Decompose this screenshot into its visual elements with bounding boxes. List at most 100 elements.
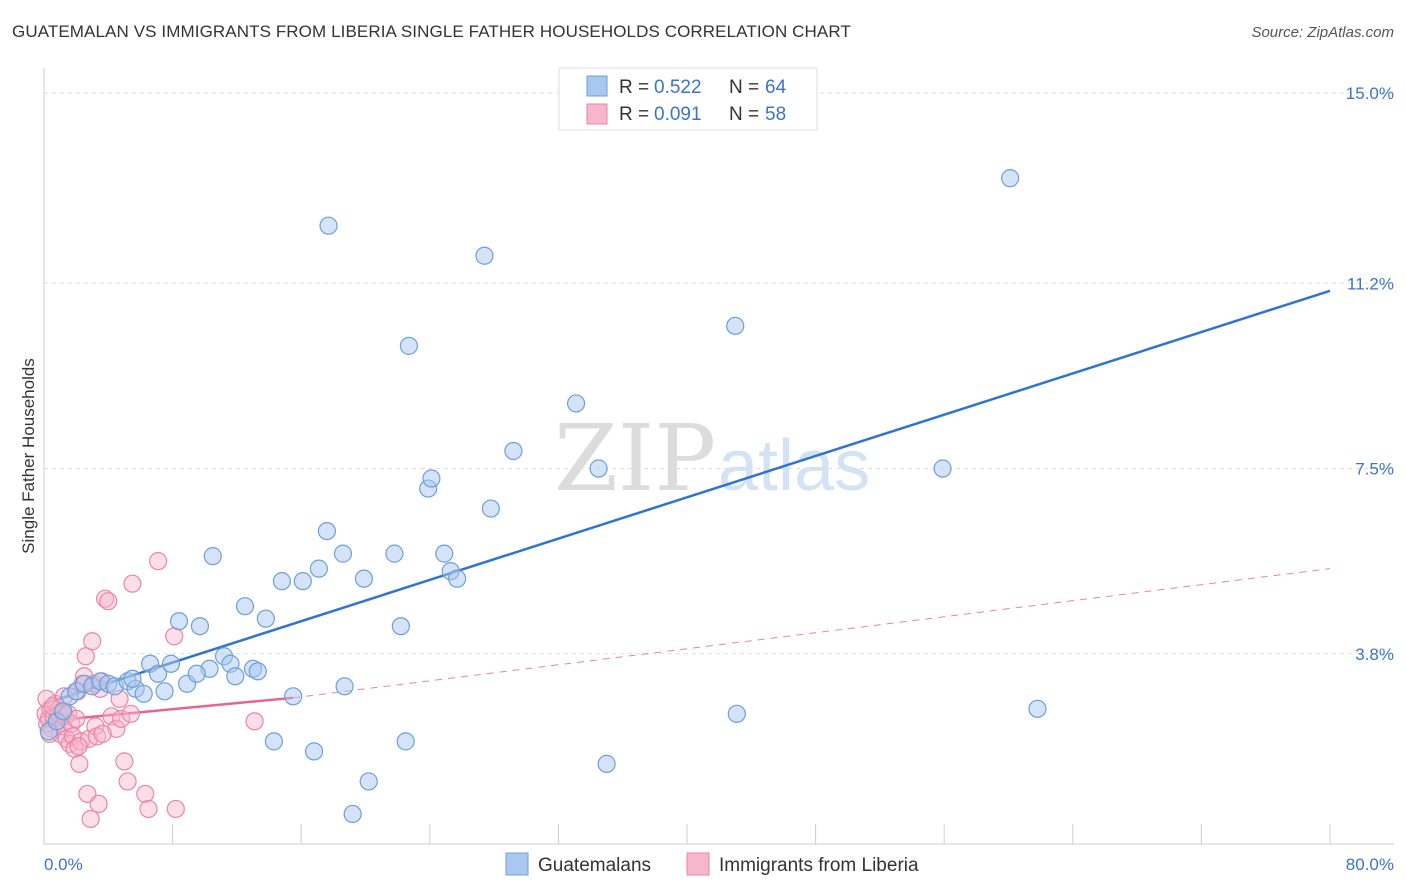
data-point-guatemalans [235,597,255,616]
source-label: Source: ZipAtlas.com [1251,24,1394,41]
data-point-guatemalans [448,569,467,588]
x-tick-max: 80.0% [1346,855,1394,874]
chart-title: GUATEMALAN VS IMMIGRANTS FROM LIBERIA SI… [12,22,851,41]
data-point-guatemalans [248,662,267,681]
data-point-guatemalans [727,704,746,723]
data-point-guatemalans [169,612,189,631]
data-point-liberia [112,709,131,728]
data-point-guatemalans [272,572,292,591]
bottom-legend-liberia: Immigrants from Liberia [719,855,919,876]
data-point-liberia [166,799,185,819]
data-point-guatemalans [256,609,275,628]
legend-swatch-liberia [586,103,608,125]
legend-n-label-2: N = [729,104,759,125]
data-point-liberia [139,799,158,819]
data-point-guatemalans [123,669,142,688]
data-point-guatemalans [187,664,206,683]
data-point-guatemalans [203,547,222,566]
x-axis-ticks [172,824,1331,844]
bottom-legend-swatch-liberia [686,852,710,876]
data-point-liberia [121,704,140,723]
data-point-guatemalans [293,572,312,591]
data-point-liberia [89,794,108,814]
data-point-liberia [70,754,89,773]
legend-r-value-2: 0.091 [654,104,702,125]
data-point-guatemalans [333,544,353,563]
data-point-guatemalans [933,459,952,478]
data-point-guatemalans [1028,699,1047,718]
data-point-liberia [81,809,100,829]
legend-n-value-2: 58 [765,104,786,125]
data-point-liberia [123,574,142,593]
data-point-liberia [149,552,168,571]
legend-r-label-1: R = [619,77,649,98]
data-point-liberia [136,784,155,804]
series-guatemalans-points [39,169,1047,824]
data-point-guatemalans [161,654,181,673]
data-point-liberia [69,737,88,756]
data-point-guatemalans [1001,169,1020,188]
bottom-legend-guatemalans: Guatemalans [538,855,651,876]
data-point-guatemalans [385,544,404,563]
gridlines [44,92,1394,655]
y-tick-label: 7.5% [1355,460,1394,479]
data-point-guatemalans [597,754,616,773]
data-point-guatemalans [134,684,153,703]
data-point-guatemalans [391,617,410,636]
y-tick-label: 15.0% [1346,84,1394,103]
watermark-zip: ZIP [554,405,716,512]
data-point-guatemalans [481,499,500,518]
data-point-liberia [83,632,102,651]
data-point-guatemalans [726,316,745,335]
data-point-guatemalans [359,772,378,791]
data-point-guatemalans [343,804,362,824]
legend: R = 0.522 N = 64 R = 0.091 N = 58 [558,67,818,131]
data-point-guatemalans [284,687,303,706]
data-point-liberia [99,592,118,611]
data-point-liberia [118,772,137,791]
data-point-guatemalans [504,441,523,461]
bottom-legend: Guatemalans Immigrants from Liberia [505,852,919,876]
trend-line-guatemalans [43,289,1331,706]
legend-r-value-1: 0.522 [654,77,702,98]
data-point-guatemalans [566,394,586,413]
data-point-guatemalans [309,559,328,578]
x-tick-min: 0.0% [44,855,83,874]
legend-n-value-1: 64 [765,77,787,98]
data-point-guatemalans [396,732,415,751]
watermark-atlas: atlas [718,426,870,506]
legend-swatch-guatemalans [586,75,608,97]
data-point-guatemalans [226,667,245,686]
bottom-legend-swatch-guatemalans [505,852,529,876]
legend-n-label-1: N = [729,77,759,98]
data-point-guatemalans [335,677,354,696]
data-point-guatemalans [435,544,454,563]
data-point-guatemalans [304,742,324,761]
data-point-liberia [165,627,184,646]
data-point-guatemalans [264,732,283,751]
data-point-liberia [76,647,95,666]
legend-r-label-2: R = [619,104,649,125]
data-point-guatemalans [422,469,441,488]
data-point-liberia [95,589,115,608]
data-point-liberia [245,712,264,731]
trend-line-liberia [43,696,294,723]
data-point-guatemalans [149,664,168,683]
data-point-liberia [37,689,56,708]
data-point-guatemalans [317,521,337,541]
y-tick-label: 11.2% [1347,274,1394,293]
trend-lines [43,289,1331,723]
y-tick-labels: 3.8% 7.5% 11.2% 15.0% [1346,84,1394,664]
trend-line-liberia-extended [293,568,1331,699]
data-point-guatemalans [589,459,608,478]
y-tick-label: 3.8% [1355,645,1394,664]
data-point-guatemalans [399,336,419,355]
data-point-guatemalans [319,216,338,235]
data-point-liberia [107,719,126,738]
data-point-liberia [93,724,112,743]
y-axis-label: Single Father Households [19,358,38,554]
data-point-guatemalans [354,569,373,588]
data-point-guatemalans [190,617,210,636]
data-point-guatemalans [155,682,174,701]
